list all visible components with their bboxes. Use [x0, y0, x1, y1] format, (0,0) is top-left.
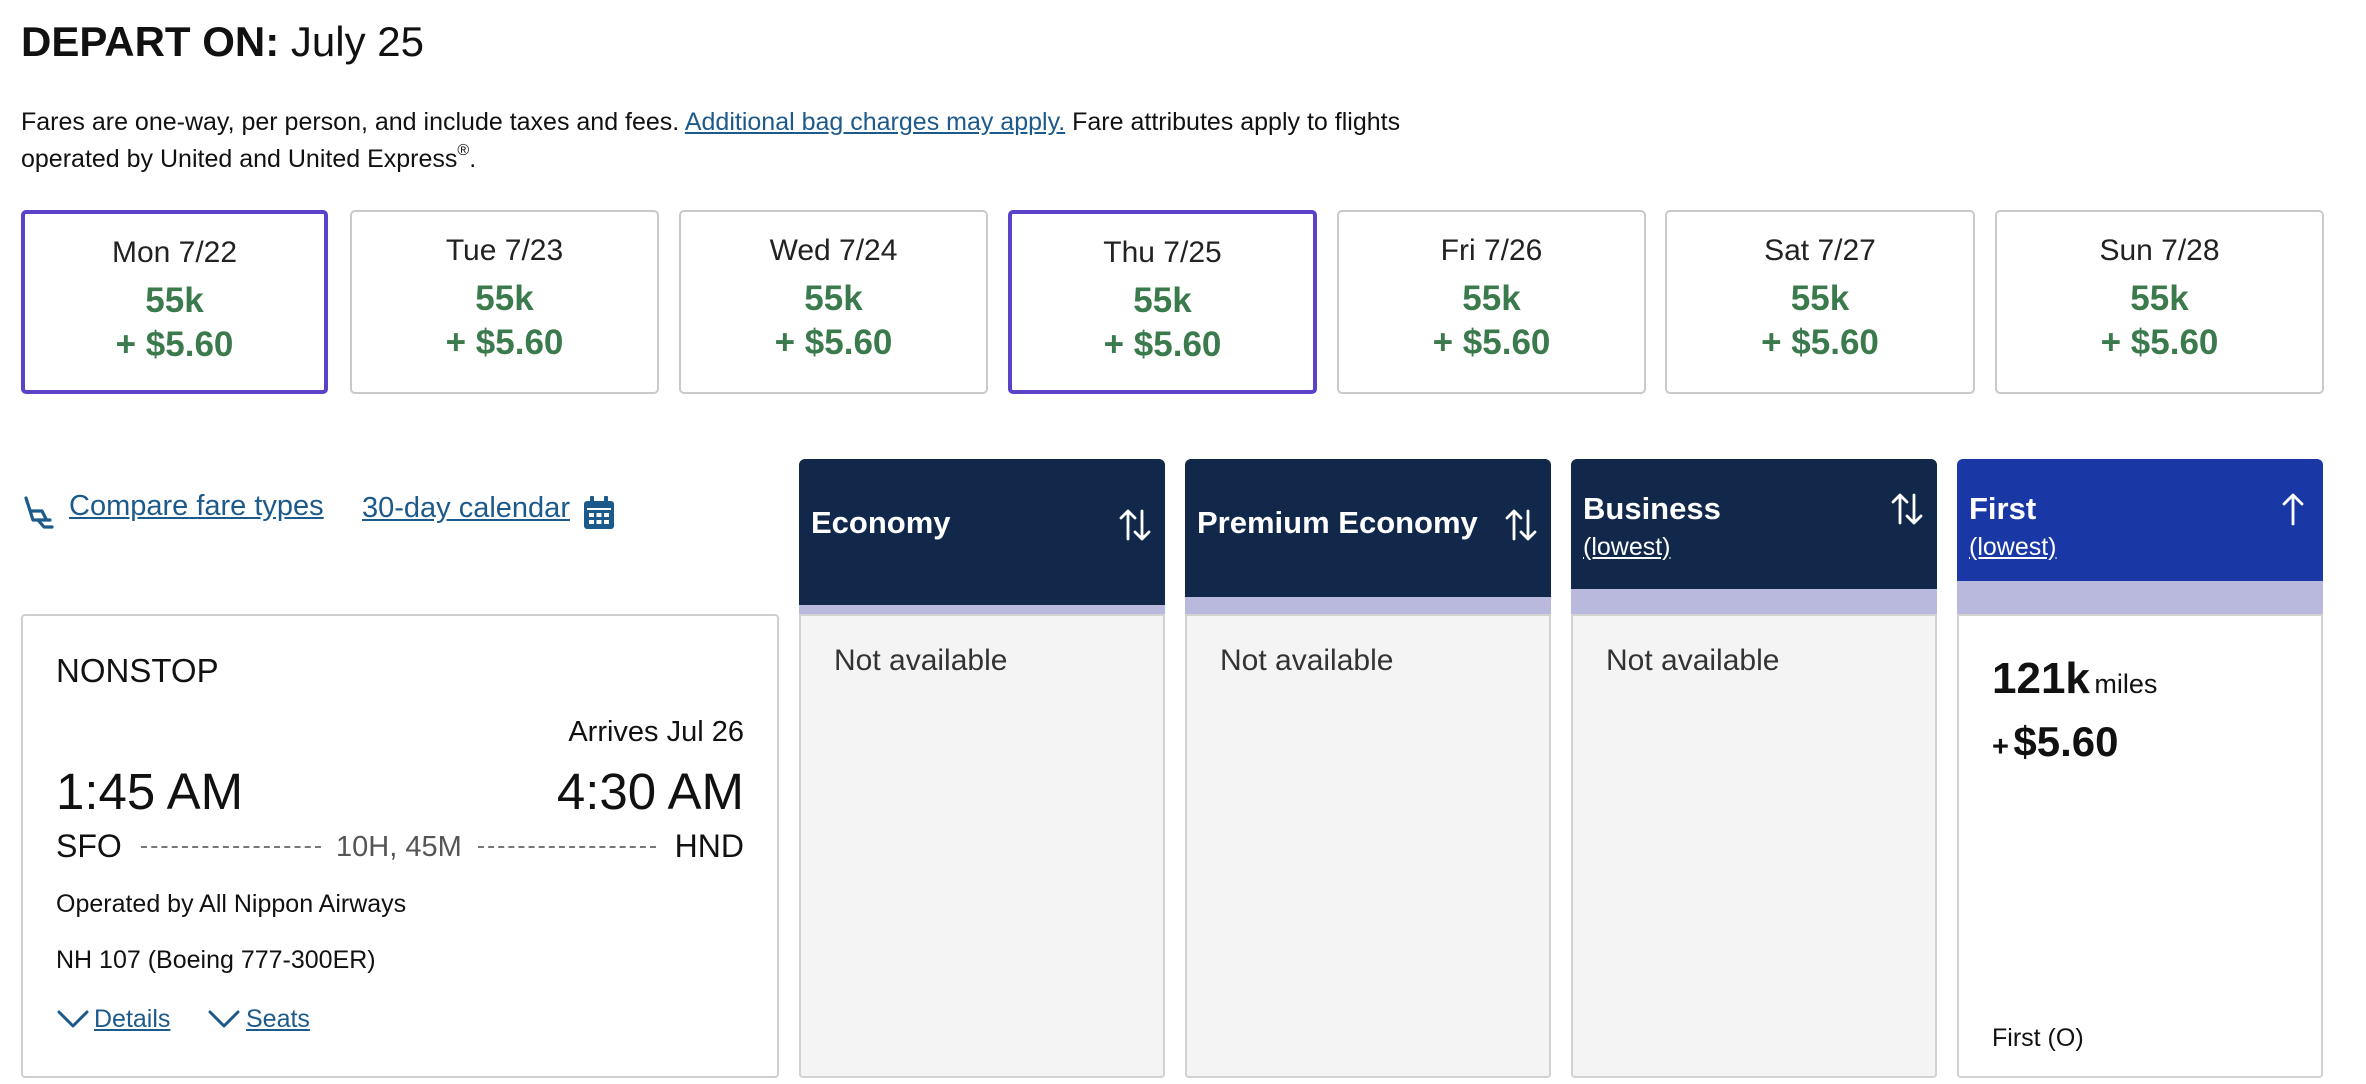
fare-notice: Fares are one-way, per person, and inclu…: [21, 104, 1461, 178]
date-card-day: Thu 7/25: [1103, 236, 1222, 269]
date-card-miles: 55k: [1133, 281, 1192, 320]
registered-mark: ®: [457, 142, 470, 159]
economy-fare-cell: Not available: [799, 614, 1165, 1078]
date-card-day: Mon 7/22: [111, 236, 238, 269]
date-card-price: + $5.60: [1103, 325, 1222, 364]
route-line-left: [141, 846, 321, 848]
calendar-icon[interactable]: [583, 496, 615, 530]
notice-end: .: [469, 145, 477, 173]
first-lowest-link[interactable]: (lowest): [1969, 533, 2057, 561]
flight-number: NH 107 (Boeing 777-300ER): [56, 946, 376, 974]
origin-airport: SFO: [56, 828, 122, 864]
date-card-wed[interactable]: Wed 7/24 55k + $5.60: [679, 210, 988, 394]
date-card-price: + $5.60: [2100, 323, 2219, 362]
sort-icon[interactable]: [1501, 505, 1541, 545]
chevron-down-icon[interactable]: [56, 1008, 90, 1030]
premium-economy-column-title: Premium Economy: [1197, 505, 1478, 540]
chevron-down-icon[interactable]: [207, 1008, 241, 1030]
date-card-price: + $5.60: [445, 323, 564, 362]
premium-economy-availability: Not available: [1220, 644, 1394, 677]
bag-charges-link[interactable]: Additional bag charges may apply.: [684, 108, 1066, 136]
calendar-30-day-link[interactable]: 30-day calendar: [362, 492, 570, 524]
premium-economy-column-header[interactable]: Premium Economy: [1185, 459, 1551, 597]
economy-availability: Not available: [834, 644, 1008, 677]
date-card-day: Tue 7/23: [445, 234, 564, 267]
depart-label: DEPART ON:: [21, 18, 280, 65]
arrival-time: 4:30 AM: [556, 763, 744, 820]
fare-attributes-text: Fare attributes apply to flights operate…: [21, 108, 1401, 173]
flight-card: NONSTOP Arrives Jul 26 1:45 AM 4:30 AM S…: [21, 614, 779, 1078]
date-card-miles: 55k: [2130, 279, 2189, 318]
operator-text: Operated by All Nippon Airways: [56, 890, 407, 918]
sort-icon[interactable]: [1115, 505, 1155, 545]
date-card-price: + $5.60: [1432, 323, 1551, 362]
premium-economy-fare-cell: Not available: [1185, 614, 1551, 1078]
first-fare-price-row: + $5.60: [1992, 718, 2119, 766]
date-card-miles: 55k: [145, 281, 204, 320]
date-card-fri[interactable]: Fri 7/26 55k + $5.60: [1337, 210, 1646, 394]
first-fare-miles: 121k: [1992, 654, 2090, 703]
date-card-thu[interactable]: Thu 7/25 55k + $5.60: [1008, 210, 1317, 394]
nonstop-label: NONSTOP: [56, 652, 219, 689]
first-fare-plus: +: [1992, 731, 2009, 763]
details-link[interactable]: Details: [94, 1005, 171, 1033]
first-fare-price: $5.60: [2013, 718, 2119, 765]
business-availability: Not available: [1606, 644, 1780, 677]
date-card-day: Wed 7/24: [769, 234, 898, 267]
economy-column-title: Economy: [811, 505, 951, 540]
date-card-sat[interactable]: Sat 7/27 55k + $5.60: [1665, 210, 1975, 394]
business-column-header[interactable]: Business (lowest): [1571, 459, 1937, 589]
arrival-date: Arrives Jul 26: [568, 716, 744, 748]
premium-economy-column-stripe: [1185, 597, 1551, 615]
first-column-header[interactable]: First (lowest): [1957, 459, 2323, 581]
depart-date: July 25: [290, 18, 424, 65]
fare-notice-text: Fares are one-way, per person, and inclu…: [21, 108, 680, 136]
business-lowest-link[interactable]: (lowest): [1583, 533, 1671, 561]
sort-ascending-icon[interactable]: [2273, 489, 2313, 529]
first-fare-miles-unit: miles: [2094, 669, 2158, 699]
compare-fare-types-link[interactable]: Compare fare types: [69, 490, 324, 522]
first-column-title: First: [1969, 491, 2037, 526]
flight-duration: 10H, 45M: [336, 831, 462, 863]
date-card-miles: 55k: [475, 279, 534, 318]
first-column-stripe: [1957, 581, 2323, 615]
date-card-mon[interactable]: Mon 7/22 55k + $5.60: [21, 210, 328, 394]
date-card-price: + $5.60: [1761, 323, 1879, 362]
date-card-miles: 55k: [1462, 279, 1521, 318]
seat-icon[interactable]: [20, 494, 56, 530]
date-card-price: + $5.60: [115, 325, 234, 364]
first-fare-cell[interactable]: 121k miles + $5.60 First (O): [1957, 614, 2323, 1078]
economy-column-stripe: [799, 605, 1165, 615]
departure-time: 1:45 AM: [56, 763, 244, 820]
date-card-tue[interactable]: Tue 7/23 55k + $5.60: [350, 210, 659, 394]
date-card-day: Sat 7/27: [1764, 234, 1876, 267]
date-card-day: Sun 7/28: [2099, 234, 2220, 267]
date-card-miles: 55k: [804, 279, 863, 318]
first-fare-cabin: First (O): [1992, 1024, 2084, 1052]
depart-heading: DEPART ON: July 25: [21, 18, 424, 66]
economy-column-header[interactable]: Economy: [799, 459, 1165, 605]
date-card-price: + $5.60: [774, 323, 893, 362]
date-card-sun[interactable]: Sun 7/28 55k + $5.60: [1995, 210, 2324, 394]
business-fare-cell: Not available: [1571, 614, 1937, 1078]
first-fare-miles-row: 121k miles: [1992, 654, 2157, 704]
date-card-miles: 55k: [1790, 279, 1850, 318]
sort-icon[interactable]: [1887, 489, 1927, 529]
business-column-title: Business: [1583, 491, 1721, 526]
business-column-stripe: [1571, 589, 1937, 615]
date-card-day: Fri 7/26: [1440, 234, 1543, 267]
destination-airport: HND: [674, 828, 744, 864]
seats-link[interactable]: Seats: [246, 1005, 310, 1033]
route-line-right: [478, 846, 656, 848]
